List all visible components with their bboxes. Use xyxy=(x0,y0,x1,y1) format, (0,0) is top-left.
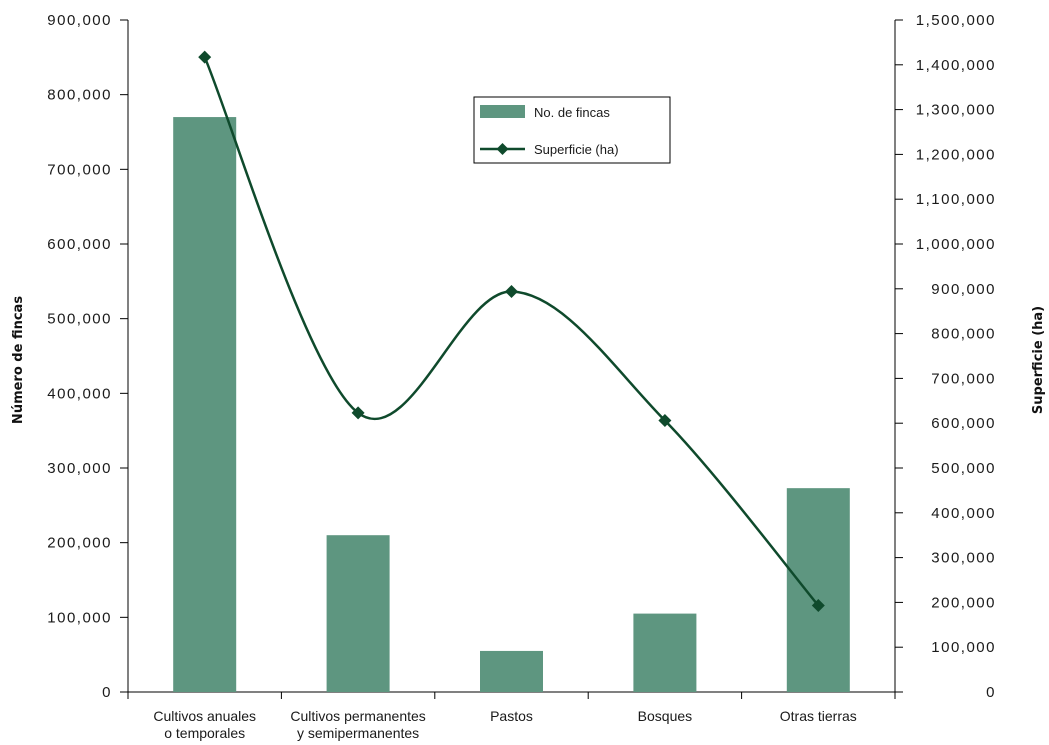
x-category-label: Cultivos permanentes y semipermanentes xyxy=(290,708,425,741)
legend-bar-swatch xyxy=(480,105,525,118)
y-tick-label: 500,000 xyxy=(47,311,112,328)
x-category-label: Cultivos anuales o temporales xyxy=(153,708,256,741)
point-superficie xyxy=(811,599,825,613)
y-axis-title: Número de fincas xyxy=(11,296,26,424)
x-category-label: Bosques xyxy=(638,708,692,724)
y-tick-label: 800,000 xyxy=(47,87,112,104)
y2-tick-label: 1,200,000 xyxy=(916,146,996,163)
x-category-label: Otras tierras xyxy=(780,708,857,724)
point-superficie xyxy=(198,50,212,64)
y-tick-label: 600,000 xyxy=(47,236,112,253)
bar-fincas xyxy=(480,650,543,692)
y2-tick-label: 0 xyxy=(986,684,996,701)
y-tick-label: 0 xyxy=(102,684,112,701)
y2-tick-label: 800,000 xyxy=(931,326,996,343)
left-axis: 0 100,000 200,000 300,000 400,000 500,000 600,… xyxy=(47,12,128,701)
y2-axis-title: Superficie (ha) xyxy=(1031,306,1046,414)
point-superficie xyxy=(351,406,365,420)
point-superficie xyxy=(658,414,672,428)
y2-tick-label: 400,000 xyxy=(931,505,996,522)
y-tick-label: 100,000 xyxy=(47,609,112,626)
x-category-label: Pastos xyxy=(490,708,533,724)
line-superficie xyxy=(198,50,825,613)
y-tick-label: 300,000 xyxy=(47,460,112,477)
legend-label-fincas: No. de fincas xyxy=(534,105,610,120)
y2-tick-label: 900,000 xyxy=(931,281,996,298)
y2-tick-label: 1,300,000 xyxy=(916,102,996,119)
y2-tick-label: 1,500,000 xyxy=(916,12,996,29)
point-superficie xyxy=(505,284,518,298)
bars-fincas xyxy=(173,117,850,693)
legend: No. de fincas Superficie (ha) xyxy=(473,96,671,164)
bar-fincas xyxy=(173,117,237,693)
y-tick-label: 400,000 xyxy=(47,385,112,402)
y2-tick-label: 300,000 xyxy=(931,550,996,567)
bar-fincas xyxy=(786,488,850,692)
y-tick-label: 900,000 xyxy=(47,12,112,29)
y-tick-label: 700,000 xyxy=(47,161,112,178)
right-axis: 0 100,000 200,000 300,000 400,000 500,000 600,… xyxy=(895,12,996,701)
bar-fincas xyxy=(633,613,697,692)
y2-tick-label: 1,100,000 xyxy=(916,191,996,208)
line-superficie-path xyxy=(203,56,820,607)
y2-tick-label: 1,000,000 xyxy=(916,236,996,253)
x-axis: Cultivos anuales o temporales Cultivos per… xyxy=(127,692,896,741)
y2-tick-label: 200,000 xyxy=(931,594,996,611)
legend-label-superficie: Superficie (ha) xyxy=(534,142,619,157)
y2-tick-label: 700,000 xyxy=(931,370,996,387)
y2-tick-label: 500,000 xyxy=(931,460,996,477)
bar-fincas xyxy=(326,535,390,692)
y2-tick-label: 100,000 xyxy=(931,639,996,656)
legend-diamond-marker xyxy=(496,143,509,155)
y2-tick-label: 1,400,000 xyxy=(916,57,996,74)
y2-tick-label: 600,000 xyxy=(931,415,996,432)
y-tick-label: 200,000 xyxy=(47,535,112,552)
